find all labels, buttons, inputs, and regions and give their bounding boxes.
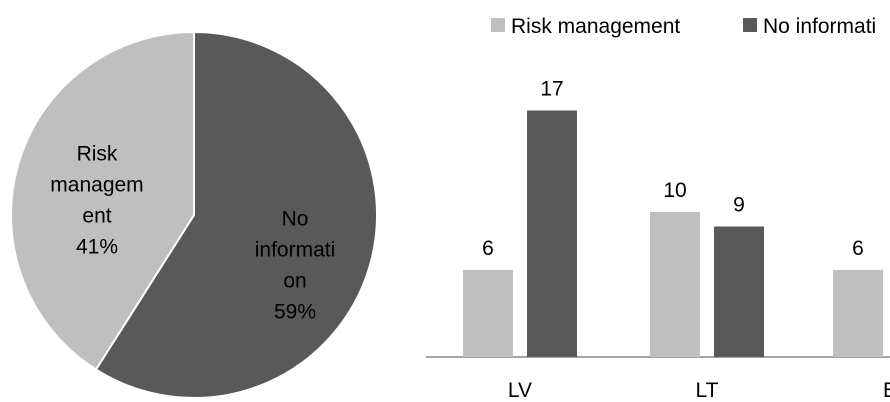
x-tick-label-1: LT [696,379,719,402]
bar-1-1 [714,226,764,357]
bar-value-label-0-0: 6 [482,237,494,260]
legend-item-0: Risk management [491,15,680,38]
bar-value-label-1-1: 9 [733,194,745,217]
pie-chart: No informati on 59% Risk managem ent 41% [10,30,378,399]
pie-slice-label-0: No informati on 59% [255,208,336,324]
legend-label-1: No informati [763,15,876,38]
bar-0-1 [650,212,700,357]
pie-slice-1 [10,30,195,371]
bar-value-label-1-0: 17 [540,78,563,101]
legend-swatch-0 [491,18,505,32]
bar-value-label-0-1: 10 [663,179,686,202]
legend-item-1: No informati [743,15,876,38]
bar-value-label-0-2: 6 [852,237,864,260]
bar-0-2 [833,270,883,357]
bar-chart: 6 10 6 17 9 LV LT E Risk management No informati [426,15,890,402]
x-tick-label-2: E [883,379,890,402]
pie-slice-label-1: Risk managem ent 41% [50,143,143,259]
x-tick-label-0: LV [508,379,532,402]
pie-slice-0 [94,30,378,399]
bar-0-0 [463,270,513,357]
legend-swatch-1 [743,18,757,32]
bar-1-0 [527,110,577,357]
legend-label-0: Risk management [511,15,680,38]
